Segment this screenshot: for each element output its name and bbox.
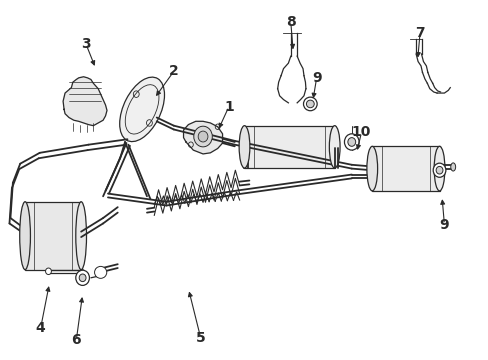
Ellipse shape xyxy=(125,85,159,134)
Ellipse shape xyxy=(450,163,455,171)
Ellipse shape xyxy=(366,146,377,191)
Ellipse shape xyxy=(76,270,89,285)
Polygon shape xyxy=(63,77,107,126)
Ellipse shape xyxy=(435,166,442,174)
Text: 2: 2 xyxy=(168,64,178,78)
Ellipse shape xyxy=(76,202,86,270)
Ellipse shape xyxy=(344,134,358,150)
Text: 1: 1 xyxy=(224,100,233,114)
Ellipse shape xyxy=(306,100,314,108)
Ellipse shape xyxy=(79,274,86,282)
Ellipse shape xyxy=(193,126,212,147)
Ellipse shape xyxy=(120,77,164,141)
Ellipse shape xyxy=(329,126,339,168)
Text: 10: 10 xyxy=(351,125,370,139)
Polygon shape xyxy=(371,146,439,191)
Ellipse shape xyxy=(198,131,207,142)
Ellipse shape xyxy=(239,126,249,168)
Text: 9: 9 xyxy=(439,217,448,231)
Ellipse shape xyxy=(94,266,106,278)
Text: 8: 8 xyxy=(285,15,295,30)
Text: 3: 3 xyxy=(81,37,91,51)
Polygon shape xyxy=(183,121,222,154)
Text: 9: 9 xyxy=(311,71,321,85)
Ellipse shape xyxy=(45,268,51,275)
Text: 6: 6 xyxy=(71,333,81,347)
Ellipse shape xyxy=(432,163,445,177)
Text: 5: 5 xyxy=(195,330,205,345)
Ellipse shape xyxy=(20,202,30,270)
Ellipse shape xyxy=(303,97,317,111)
Ellipse shape xyxy=(347,138,355,146)
Polygon shape xyxy=(244,126,334,168)
Text: 7: 7 xyxy=(414,26,424,40)
Polygon shape xyxy=(25,202,81,270)
Text: 4: 4 xyxy=(36,321,45,335)
Ellipse shape xyxy=(433,146,444,191)
